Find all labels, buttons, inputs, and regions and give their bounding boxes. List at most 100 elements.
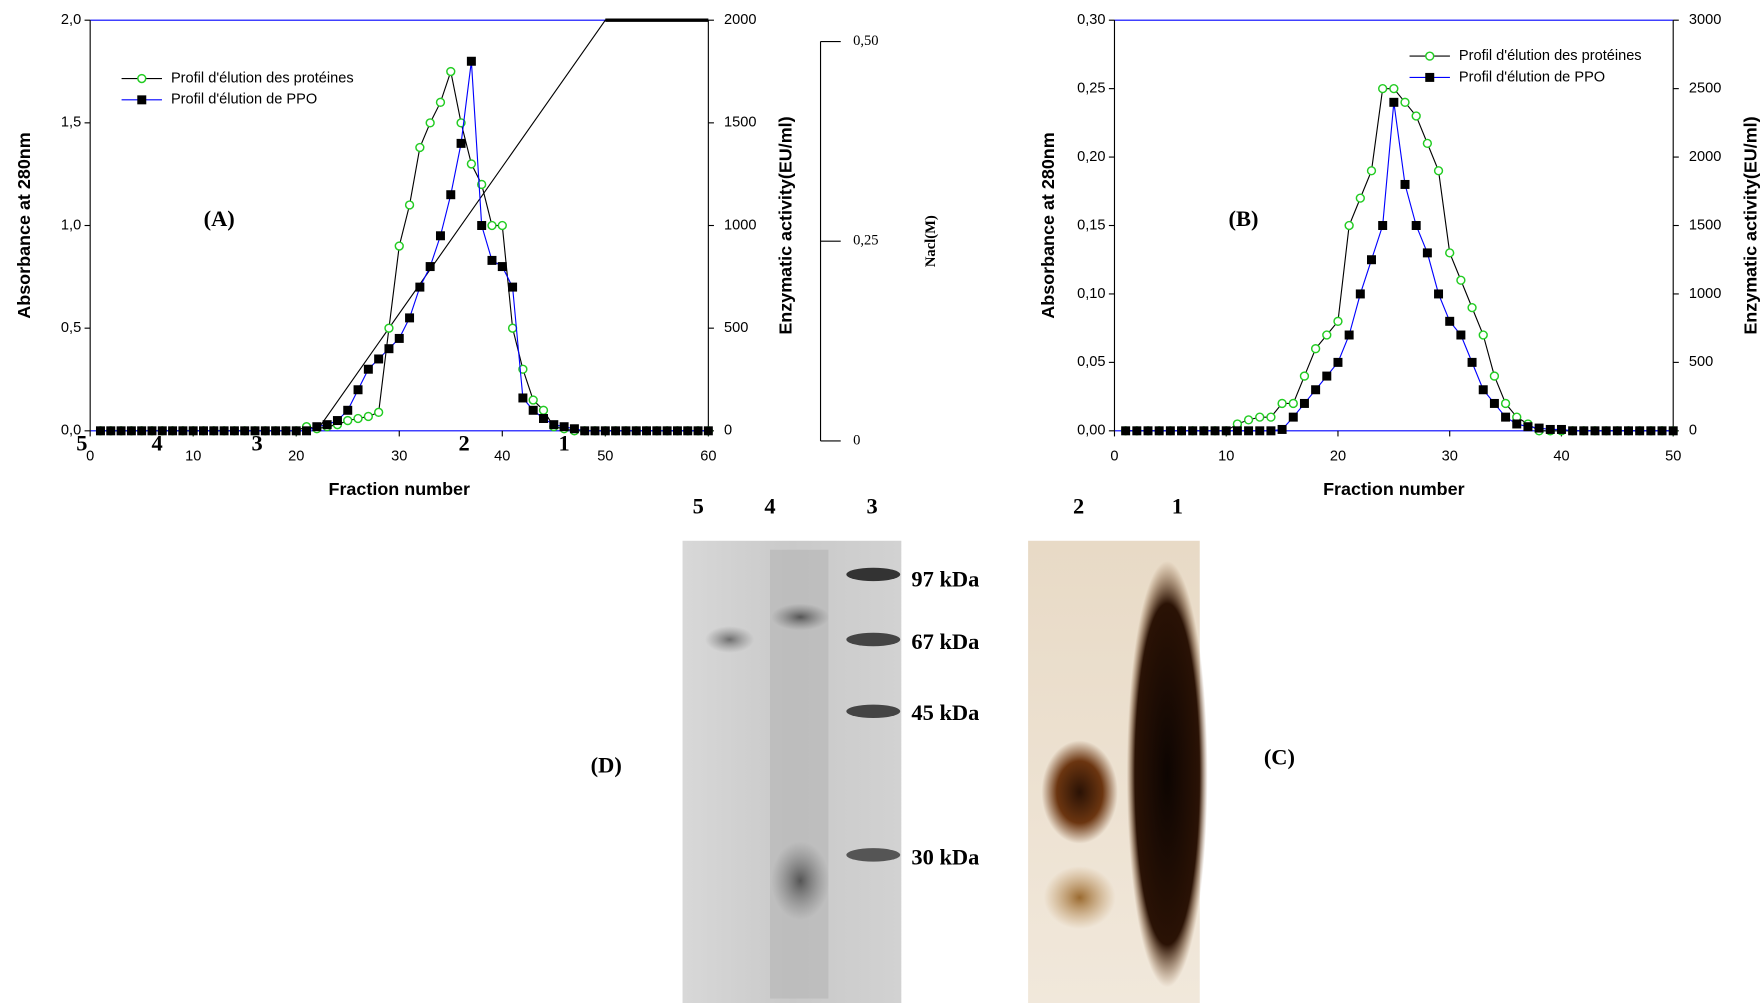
point <box>1668 426 1678 436</box>
point <box>538 405 549 415</box>
point <box>1210 426 1220 436</box>
gel-smear <box>1126 560 1208 988</box>
point <box>219 426 229 436</box>
lane-label: 2 <box>1073 493 1084 518</box>
legend-label: Profil d'élution des protéines <box>1459 48 1642 64</box>
point <box>353 385 363 395</box>
y2-tick-label: 0 <box>724 423 732 439</box>
gel-d: 5 4 3 97 kDa 67 kDa 45 kDa 30 kDa (D) <box>591 493 979 1003</box>
point <box>1657 426 1667 436</box>
point <box>1378 83 1388 94</box>
gel-band <box>846 848 901 862</box>
point <box>168 426 178 436</box>
nacl-tick-label: 0,50 <box>853 33 879 49</box>
point <box>332 416 342 426</box>
x-tick-label: 40 <box>494 448 510 464</box>
y2-tick-label: 500 <box>724 320 748 336</box>
point <box>1154 426 1164 436</box>
point <box>1400 97 1410 107</box>
point <box>95 426 105 436</box>
x-tick-label: 0 <box>86 448 94 464</box>
lane-label: 1 <box>1172 493 1183 518</box>
point <box>1445 248 1455 258</box>
point <box>1355 193 1365 203</box>
point <box>487 220 497 231</box>
legend-marker <box>137 73 147 84</box>
point <box>1255 426 1265 436</box>
point <box>1568 426 1578 436</box>
point <box>693 426 703 436</box>
y-tick-label: 0,25 <box>1077 80 1105 96</box>
point <box>1288 412 1298 422</box>
marker-label: 67 kDa <box>911 629 979 654</box>
point <box>157 426 167 436</box>
point <box>1266 426 1276 436</box>
x-tick-label: 10 <box>1218 448 1234 464</box>
lane-label: 3 <box>867 493 878 518</box>
point <box>343 405 353 415</box>
point <box>1467 357 1477 367</box>
point <box>394 333 404 343</box>
y2-axis-title: Enzymatic activity(EU/ml) <box>1740 116 1760 334</box>
point <box>178 426 188 436</box>
point <box>1221 426 1231 436</box>
gel-c: 2 1 (C) <box>1028 493 1295 1003</box>
point <box>1556 424 1566 434</box>
point <box>1132 426 1142 436</box>
x-tick-label: 30 <box>391 448 407 464</box>
point <box>373 407 384 417</box>
point <box>1143 426 1153 436</box>
y-tick-label: 0,10 <box>1077 286 1105 302</box>
y-axis-title: Absorbance at 280nm <box>1038 132 1058 318</box>
nacl-axis: 0 0,25 0,50 Nacl(M) <box>819 33 939 448</box>
point <box>1188 426 1198 436</box>
point <box>1400 179 1410 189</box>
panel-label: (B) <box>1229 206 1259 231</box>
point <box>260 426 270 436</box>
point <box>1534 423 1544 433</box>
point <box>291 426 301 436</box>
panel-label: (D) <box>591 753 622 778</box>
point <box>477 221 487 230</box>
point <box>1456 330 1466 340</box>
y2-tick-label: 1000 <box>1689 286 1721 302</box>
fraction-marker: 4 <box>152 431 163 456</box>
point <box>1366 166 1377 176</box>
point <box>507 323 518 333</box>
legend-marker <box>1425 51 1435 61</box>
point <box>1255 412 1265 422</box>
nacl-gradient <box>316 19 709 432</box>
point <box>1579 426 1589 436</box>
point <box>590 426 600 436</box>
point <box>631 426 641 436</box>
series-line <box>100 69 709 432</box>
point <box>106 426 116 436</box>
point <box>1266 412 1276 422</box>
y2-tick-label: 1500 <box>724 115 756 131</box>
point <box>199 426 208 436</box>
gel-band <box>846 632 901 647</box>
y-tick-label: 0,15 <box>1077 217 1105 233</box>
point <box>415 142 425 153</box>
chart: 0,000,050,100,150,200,250,30050010001500… <box>1038 12 1760 499</box>
point <box>363 411 374 422</box>
point <box>518 393 528 403</box>
nacl-axis-title: Nacl(M) <box>923 215 939 267</box>
x-tick-label: 30 <box>1442 448 1458 464</box>
point <box>652 426 662 436</box>
point <box>1601 426 1611 436</box>
point <box>549 420 559 430</box>
y2-axis-title: Enzymatic activity(EU/ml) <box>776 116 796 334</box>
y-tick-label: 1,0 <box>61 217 81 233</box>
point <box>1467 302 1477 313</box>
y-tick-label: 0,0 <box>61 423 81 439</box>
point <box>415 282 425 292</box>
point <box>1355 289 1365 299</box>
legend-label: Profil d'élution de PPO <box>171 92 317 108</box>
point <box>1288 398 1298 409</box>
point <box>1333 316 1343 326</box>
point <box>240 426 250 436</box>
y-tick-label: 0,00 <box>1077 423 1105 439</box>
point <box>1244 426 1254 436</box>
